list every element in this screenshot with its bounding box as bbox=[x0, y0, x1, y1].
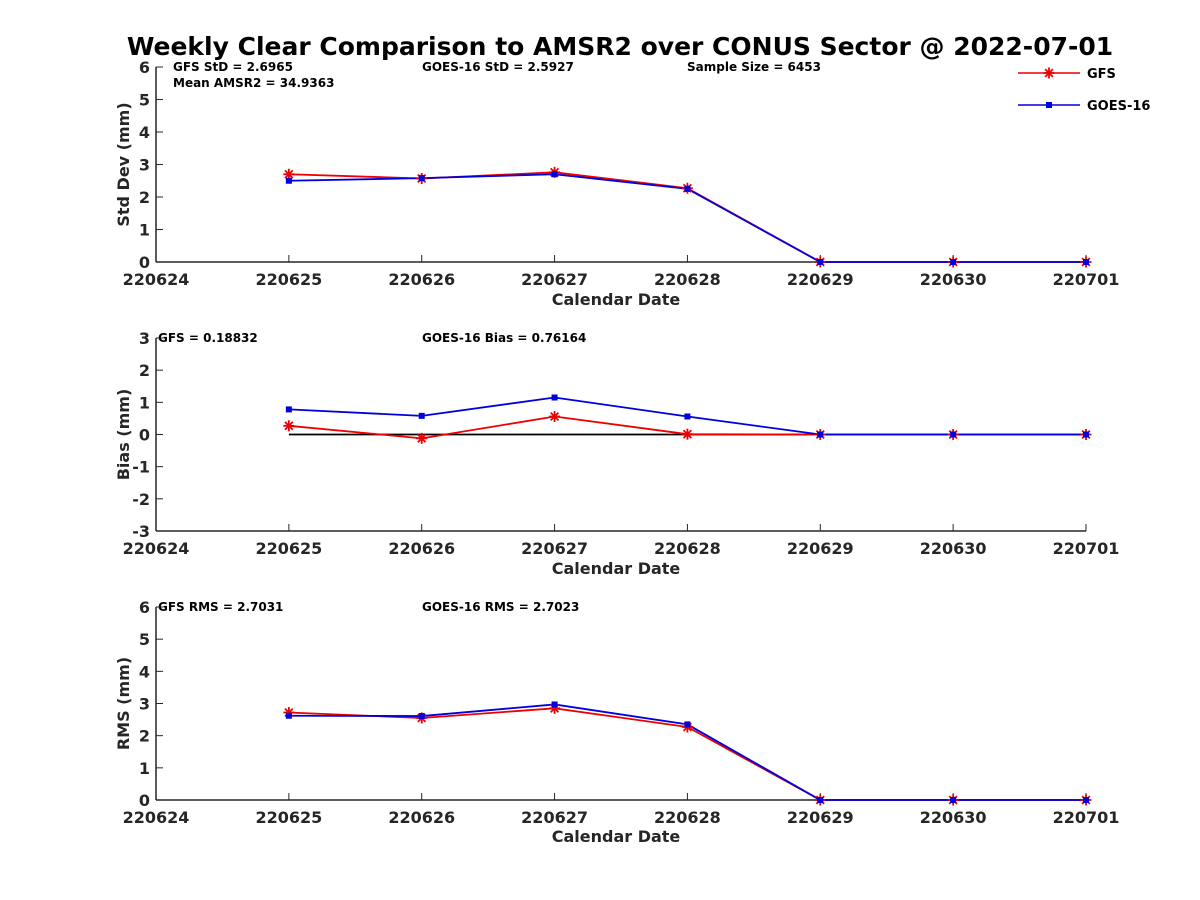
data-point-goes16 bbox=[684, 721, 691, 728]
data-point-goes16 bbox=[950, 259, 957, 265]
y-axis-label: RMS (mm) bbox=[114, 657, 133, 750]
legend-asterisk bbox=[1043, 67, 1055, 79]
data-point-goes16 bbox=[684, 413, 691, 420]
annotation-gfs-bias: GFS = 0.18832 bbox=[158, 331, 258, 345]
legend-marker-gfs bbox=[1043, 67, 1055, 79]
legend: GFS GOES-16 bbox=[1018, 67, 1150, 114]
x-tick-label: 220626 bbox=[388, 539, 455, 558]
legend-label-gfs: GFS bbox=[1087, 67, 1116, 82]
x-tick-label: 220626 bbox=[388, 808, 455, 827]
x-axis-label: Calendar Date bbox=[552, 827, 681, 846]
x-tick-label: 220628 bbox=[654, 270, 721, 289]
data-point-goes16 bbox=[285, 406, 292, 413]
data-point-goes16 bbox=[950, 797, 957, 803]
x-tick-label: 220627 bbox=[521, 808, 588, 827]
subplot-2: -3 -2 -1 0 1 2 3 220624 220625 220626 220627 220628… bbox=[114, 329, 1119, 578]
data-point-goes16 bbox=[418, 713, 425, 720]
data-point-goes16 bbox=[684, 185, 691, 192]
y-tick-label: 6 bbox=[139, 58, 150, 77]
data-point-goes16 bbox=[551, 701, 558, 708]
y-axis-label: Bias (mm) bbox=[114, 389, 133, 481]
data-point-goes16 bbox=[551, 394, 558, 401]
data-point-goes16 bbox=[817, 259, 824, 265]
annotation-mean-amsr2: Mean AMSR2 = 34.9363 bbox=[173, 76, 334, 90]
annotation-gfs-rms: GFS RMS = 2.7031 bbox=[158, 600, 283, 614]
y-tick-label: 3 bbox=[139, 329, 150, 348]
y-tick-label: 4 bbox=[139, 662, 150, 681]
y-tick-label: 4 bbox=[139, 123, 150, 142]
y-tick-label: 0 bbox=[139, 791, 150, 810]
y-tick-label: 2 bbox=[139, 188, 150, 207]
y-tick-label: 1 bbox=[139, 759, 150, 778]
data-point-goes16 bbox=[1083, 431, 1089, 438]
data-point-gfs bbox=[283, 420, 295, 432]
x-tick-label: 220630 bbox=[920, 270, 987, 289]
x-tick-label: 220629 bbox=[787, 539, 854, 558]
y-axis-label: Std Dev (mm) bbox=[114, 102, 133, 226]
data-point-goes16 bbox=[285, 712, 292, 719]
y-tick-label: 5 bbox=[139, 630, 150, 649]
x-tick-label: 220624 bbox=[123, 808, 190, 827]
y-tick-label: 0 bbox=[139, 426, 150, 445]
x-tick-label: 220627 bbox=[521, 270, 588, 289]
data-point-goes16 bbox=[551, 171, 558, 178]
subplot-3: 0 1 2 3 4 5 6 220624 220625 220626 220627 220628 220… bbox=[114, 598, 1119, 846]
x-tick-label: 220625 bbox=[255, 808, 322, 827]
data-point-goes16 bbox=[1083, 259, 1089, 265]
x-tick-label: 220627 bbox=[521, 539, 588, 558]
x-tick-label: 220701 bbox=[1053, 808, 1120, 827]
x-tick-label: 220624 bbox=[123, 539, 190, 558]
x-tick-label: 220625 bbox=[255, 270, 322, 289]
annotation-goes16-rms: GOES-16 RMS = 2.7023 bbox=[422, 600, 579, 614]
series-line-goes-16 bbox=[288, 703, 1086, 801]
data-point-goes16 bbox=[418, 412, 425, 419]
annotation-gfs-std: GFS StD = 2.6965 bbox=[173, 60, 293, 74]
subplot-1: 0 1 2 3 4 5 6 220624 220625 220626 220627 220628 220… bbox=[114, 58, 1119, 309]
figure-title: Weekly Clear Comparison to AMSR2 over CO… bbox=[127, 32, 1113, 61]
y-tick-label: 3 bbox=[139, 156, 150, 175]
y-tick-label: 6 bbox=[139, 598, 150, 617]
data-point-goes16 bbox=[817, 797, 824, 803]
data-point-goes16 bbox=[285, 177, 292, 184]
annotation-goes16-bias: GOES-16 Bias = 0.76164 bbox=[422, 331, 586, 345]
data-point-goes16 bbox=[418, 175, 425, 182]
y-tick-label: 1 bbox=[139, 393, 150, 412]
y-tick-label: -2 bbox=[132, 490, 150, 509]
data-point-gfs bbox=[681, 428, 693, 440]
x-tick-label: 220630 bbox=[920, 539, 987, 558]
x-tick-label: 220624 bbox=[123, 270, 190, 289]
data-point-goes16 bbox=[950, 431, 957, 438]
x-axis-label: Calendar Date bbox=[552, 290, 681, 309]
y-tick-label: 2 bbox=[139, 727, 150, 746]
x-tick-label: 220629 bbox=[787, 270, 854, 289]
x-tick-label: 220701 bbox=[1053, 270, 1120, 289]
x-tick-label: 220630 bbox=[920, 808, 987, 827]
y-tick-label: -1 bbox=[132, 458, 150, 477]
y-tick-label: 1 bbox=[139, 221, 150, 240]
x-axis-label: Calendar Date bbox=[552, 559, 681, 578]
x-tick-label: 220701 bbox=[1053, 539, 1120, 558]
y-tick-label: 3 bbox=[139, 695, 150, 714]
data-point-gfs bbox=[416, 432, 428, 444]
legend-label-goes16: GOES-16 bbox=[1087, 99, 1150, 114]
x-tick-label: 220628 bbox=[654, 539, 721, 558]
y-tick-label: 5 bbox=[139, 91, 150, 110]
legend-marker-goes16 bbox=[1046, 102, 1052, 108]
y-tick-label: 0 bbox=[139, 253, 150, 272]
x-tick-label: 220629 bbox=[787, 808, 854, 827]
x-tick-label: 220628 bbox=[654, 808, 721, 827]
data-point-goes16 bbox=[817, 431, 824, 438]
annotation-sample-size: Sample Size = 6453 bbox=[687, 60, 821, 74]
x-tick-label: 220625 bbox=[255, 539, 322, 558]
annotation-goes16-std: GOES-16 StD = 2.5927 bbox=[422, 60, 574, 74]
y-tick-label: 2 bbox=[139, 361, 150, 380]
y-tick-label: -3 bbox=[132, 522, 150, 541]
data-point-gfs bbox=[549, 410, 561, 422]
data-point-goes16 bbox=[1083, 797, 1089, 803]
x-tick-label: 220626 bbox=[388, 270, 455, 289]
